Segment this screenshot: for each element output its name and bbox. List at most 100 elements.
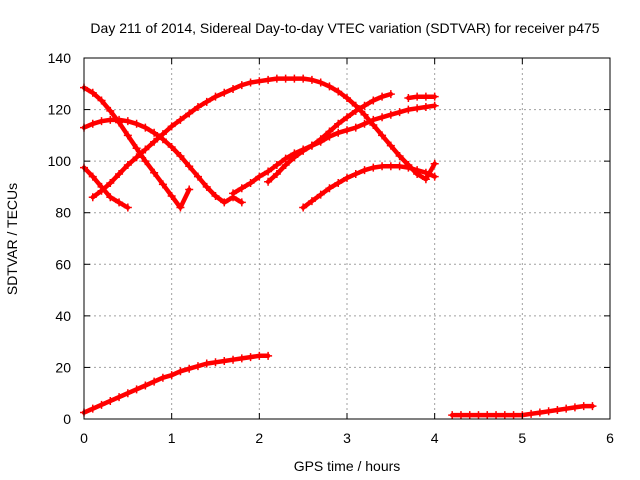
data-point	[588, 402, 597, 411]
x-tick-label: 4	[431, 430, 439, 446]
data-point	[316, 190, 325, 199]
data-point	[413, 92, 422, 101]
series-trace	[90, 76, 437, 200]
data-point	[343, 113, 351, 122]
data-point	[88, 119, 97, 128]
data-point	[264, 351, 273, 360]
data-point	[237, 354, 246, 363]
data-point	[562, 404, 571, 413]
data-point	[246, 179, 255, 188]
data-point	[141, 381, 150, 390]
data-point	[360, 166, 369, 175]
data-point	[386, 141, 395, 150]
data-point	[430, 159, 439, 168]
data-series	[80, 74, 597, 420]
data-point	[132, 153, 141, 162]
data-point	[307, 197, 316, 206]
data-point	[123, 161, 132, 170]
data-point	[150, 168, 159, 177]
data-point	[97, 186, 106, 195]
data-point	[395, 151, 404, 160]
data-point	[360, 101, 369, 110]
data-point	[123, 117, 132, 126]
data-point	[483, 411, 492, 420]
data-point	[395, 162, 404, 171]
data-point	[334, 179, 343, 188]
y-tick-label: 40	[55, 308, 71, 324]
data-point	[202, 97, 211, 106]
data-point	[97, 117, 106, 126]
data-point	[229, 355, 238, 364]
data-point	[334, 119, 343, 128]
data-point	[264, 167, 273, 176]
data-point	[299, 74, 308, 83]
data-point	[115, 198, 124, 207]
data-point	[404, 163, 413, 172]
data-point	[106, 179, 115, 188]
data-point	[386, 162, 395, 171]
data-point	[123, 131, 132, 140]
data-point	[132, 385, 141, 394]
data-point	[325, 127, 334, 136]
series-arc-h	[299, 162, 439, 212]
data-point	[176, 115, 185, 124]
series-arc-e	[229, 101, 439, 198]
data-point	[351, 106, 360, 115]
data-point	[334, 128, 343, 137]
data-point	[430, 92, 439, 101]
y-tick-label: 20	[55, 359, 71, 375]
data-point	[509, 411, 518, 420]
data-point	[150, 128, 159, 137]
data-point	[193, 172, 202, 181]
data-point	[255, 172, 264, 181]
series-arc-j	[448, 402, 597, 420]
data-point	[202, 359, 211, 368]
x-tick-label: 2	[255, 430, 263, 446]
series-trace	[81, 353, 271, 415]
data-point	[272, 170, 281, 179]
data-point	[421, 102, 430, 111]
data-point	[264, 75, 273, 84]
data-point	[360, 110, 369, 119]
data-point	[386, 90, 395, 99]
data-point	[299, 203, 308, 212]
data-point	[404, 105, 413, 114]
data-point	[176, 151, 185, 160]
x-axis-title: GPS time / hours	[294, 458, 401, 474]
data-point	[97, 96, 106, 105]
data-point	[106, 106, 115, 115]
data-point	[404, 93, 413, 102]
data-point	[413, 104, 422, 113]
x-tick-label: 5	[518, 430, 526, 446]
y-tick-label: 100	[48, 153, 72, 169]
data-point	[343, 126, 351, 135]
data-point	[88, 193, 97, 202]
data-point	[115, 115, 124, 124]
data-point	[167, 142, 176, 151]
data-point	[421, 92, 430, 101]
data-point	[395, 108, 404, 117]
data-point	[281, 74, 290, 83]
data-point	[141, 145, 150, 154]
data-point	[106, 396, 115, 405]
data-point	[167, 122, 176, 131]
data-point	[456, 411, 465, 420]
data-point	[185, 109, 194, 118]
data-point	[132, 144, 141, 153]
data-point	[88, 88, 97, 97]
chart-title: Day 211 of 2014, Sidereal Day-to-day VTE…	[90, 20, 599, 36]
data-point	[88, 172, 97, 181]
data-point	[325, 184, 334, 193]
data-point	[369, 163, 378, 172]
data-point	[158, 130, 167, 139]
data-point	[421, 168, 430, 177]
data-point	[316, 135, 325, 144]
data-point	[220, 356, 229, 365]
data-point	[193, 362, 202, 371]
data-point	[369, 115, 378, 124]
data-point	[343, 93, 351, 102]
data-point	[579, 402, 588, 411]
data-point	[544, 407, 553, 416]
series-arc-d	[88, 74, 439, 202]
